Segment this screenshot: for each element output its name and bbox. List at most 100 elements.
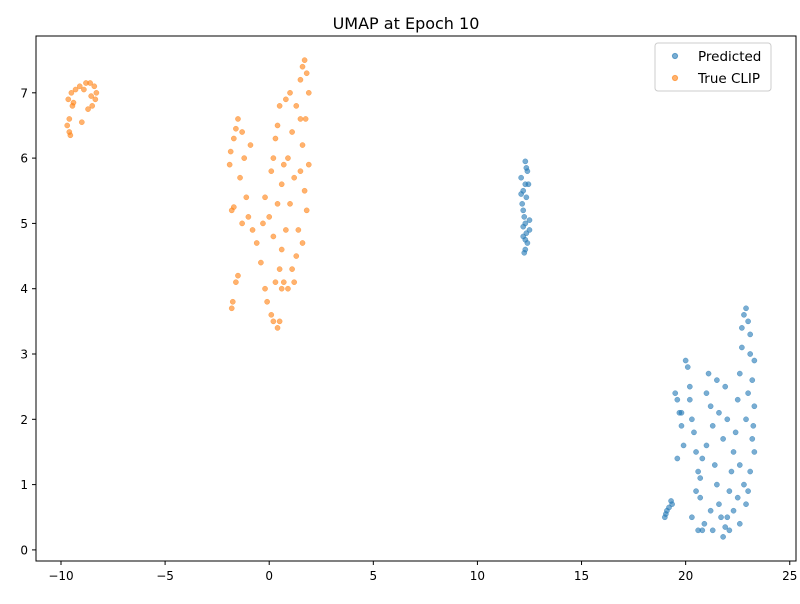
scatter-point-true-clip-49 [266, 214, 273, 220]
scatter-point-predicted-87 [741, 481, 747, 488]
scatter-point-true-clip-35 [245, 214, 252, 220]
scatter-point-true-clip-70 [305, 89, 312, 96]
scatter-point-true-clip-59 [287, 200, 293, 207]
x-tick-label: 25 [782, 569, 797, 583]
scatter-point-true-clip-16 [85, 106, 91, 112]
scatter-point-predicted-32 [674, 455, 681, 462]
scatter-point-predicted-99 [751, 357, 758, 364]
scatter-point-true-clip-26 [226, 161, 233, 168]
scatter-point-predicted-31 [678, 422, 685, 429]
scatter-point-true-clip-36 [249, 227, 256, 233]
scatter-point-true-clip-41 [268, 311, 275, 318]
scatter-point-true-clip-13 [93, 89, 100, 96]
scatter-point-true-clip-14 [92, 96, 99, 103]
scatter-point-predicted-72 [739, 344, 745, 351]
scatter-point-predicted-69 [732, 429, 739, 436]
scatter-point-predicted-38 [689, 416, 695, 423]
scatter-point-true-clip-29 [233, 125, 239, 132]
scatter-point-true-clip-21 [229, 298, 236, 305]
scatter-point-true-clip-72 [299, 142, 306, 148]
scatter-point-true-clip-62 [289, 129, 295, 135]
scatter-point-predicted-94 [689, 514, 695, 521]
scatter-point-true-clip-52 [272, 135, 279, 142]
scatter-point-predicted-63 [714, 377, 720, 383]
scatter-point-predicted-80 [751, 403, 758, 410]
scatter-point-true-clip-67 [299, 63, 306, 70]
scatter-point-predicted-37 [686, 396, 693, 403]
scatter-point-true-clip-86 [305, 161, 312, 168]
x-tick-label: 10 [470, 569, 485, 583]
scatter-point-predicted-86 [743, 501, 749, 508]
scatter-point-predicted-98 [734, 494, 741, 501]
scatter-point-true-clip-32 [241, 155, 248, 161]
y-axis: 0 1 2 3 4 5 6 7 [20, 86, 36, 557]
scatter-point-true-clip-64 [287, 89, 293, 96]
scatter-point-predicted-89 [743, 416, 749, 423]
scatter-point-predicted-48 [703, 390, 710, 397]
scatter-point-predicted-18 [525, 181, 532, 188]
scatter-point-true-clip-56 [285, 285, 291, 292]
scatter-point-true-clip-61 [285, 155, 291, 161]
scatter-point-true-clip-22 [233, 279, 239, 286]
scatter-point-true-clip-17 [78, 119, 85, 126]
scatter-point-true-clip-25 [230, 204, 237, 210]
scatter-point-predicted-95 [695, 527, 701, 534]
scatter-point-predicted-65 [720, 436, 726, 442]
scatter-point-true-clip-3 [66, 116, 73, 122]
scatter-point-true-clip-50 [262, 194, 268, 201]
scatter-point-true-clip-57 [289, 266, 295, 272]
scatter-point-predicted-58 [720, 533, 726, 540]
scatter-point-true-clip-43 [274, 325, 281, 331]
scatter-point-predicted-49 [705, 370, 712, 377]
scatter-point-predicted-51 [709, 422, 716, 429]
scatter-point-true-clip-58 [283, 227, 289, 233]
scatter-point-true-clip-89 [280, 161, 287, 168]
scatter-point-true-clip-53 [274, 122, 281, 129]
scatter-point-true-clip-65 [293, 103, 300, 109]
scatter-point-true-clip-42 [270, 318, 277, 325]
scatter-point-true-clip-20 [228, 305, 235, 312]
scatter-point-true-clip-7 [72, 86, 79, 93]
scatter-point-predicted-93 [726, 527, 733, 534]
scatter-point-predicted-75 [739, 325, 745, 331]
scatter-point-predicted-40 [693, 449, 699, 455]
scatter-point-predicted-43 [697, 494, 704, 501]
scatter-point-predicted-39 [691, 429, 697, 436]
y-tick-label: 5 [20, 217, 28, 231]
scatter-point-predicted-52 [703, 442, 710, 449]
scatter-point-predicted-0 [518, 174, 525, 181]
scatter-point-predicted-10 [526, 217, 533, 223]
scatter-point-predicted-4 [524, 168, 531, 175]
scatter-point-predicted-14 [524, 240, 531, 246]
scatter-point-predicted-28 [672, 390, 679, 397]
x-tick-label: 15 [574, 569, 589, 583]
scatter-point-predicted-97 [707, 507, 714, 514]
x-tick-label: 20 [678, 569, 693, 583]
points-layer [64, 57, 758, 540]
chart-title: UMAP at Epoch 10 [333, 14, 480, 33]
scatter-point-predicted-34 [682, 357, 689, 364]
scatter-point-true-clip-4 [65, 96, 72, 103]
legend-marker-predicted [671, 52, 679, 60]
scatter-point-true-clip-47 [278, 246, 285, 253]
scatter-point-true-clip-84 [247, 142, 254, 148]
scatter-point-predicted-47 [699, 455, 706, 462]
scatter-point-predicted-61 [726, 488, 733, 494]
scatter-point-true-clip-88 [270, 155, 277, 161]
y-tick-label: 2 [20, 413, 28, 427]
scatter-point-predicted-57 [709, 527, 716, 534]
scatter-point-true-clip-46 [276, 266, 283, 272]
scatter-point-predicted-59 [722, 524, 729, 530]
scatter-point-true-clip-44 [276, 318, 283, 325]
scatter-point-predicted-70 [734, 396, 741, 403]
x-tick-label: 0 [265, 569, 273, 583]
plot-frame [35, 35, 797, 562]
scatter-point-true-clip-80 [278, 285, 285, 292]
scatter-point-true-clip-38 [258, 259, 264, 266]
legend-label-true-clip: True CLIP [697, 71, 760, 87]
scatter-point-predicted-62 [728, 468, 735, 475]
scatter-point-predicted-92 [730, 507, 737, 514]
scatter-point-true-clip-11 [87, 80, 93, 86]
scatter-point-true-clip-31 [239, 129, 245, 135]
scatter-point-true-clip-28 [230, 135, 237, 142]
